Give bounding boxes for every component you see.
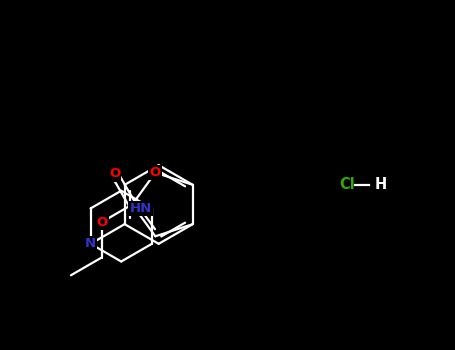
Text: Cl: Cl	[339, 177, 355, 192]
Text: O: O	[96, 216, 107, 229]
Text: N: N	[85, 237, 96, 250]
Text: H: H	[375, 177, 387, 192]
Text: HN: HN	[130, 202, 152, 215]
Text: O: O	[150, 166, 161, 179]
Text: O: O	[109, 167, 120, 180]
